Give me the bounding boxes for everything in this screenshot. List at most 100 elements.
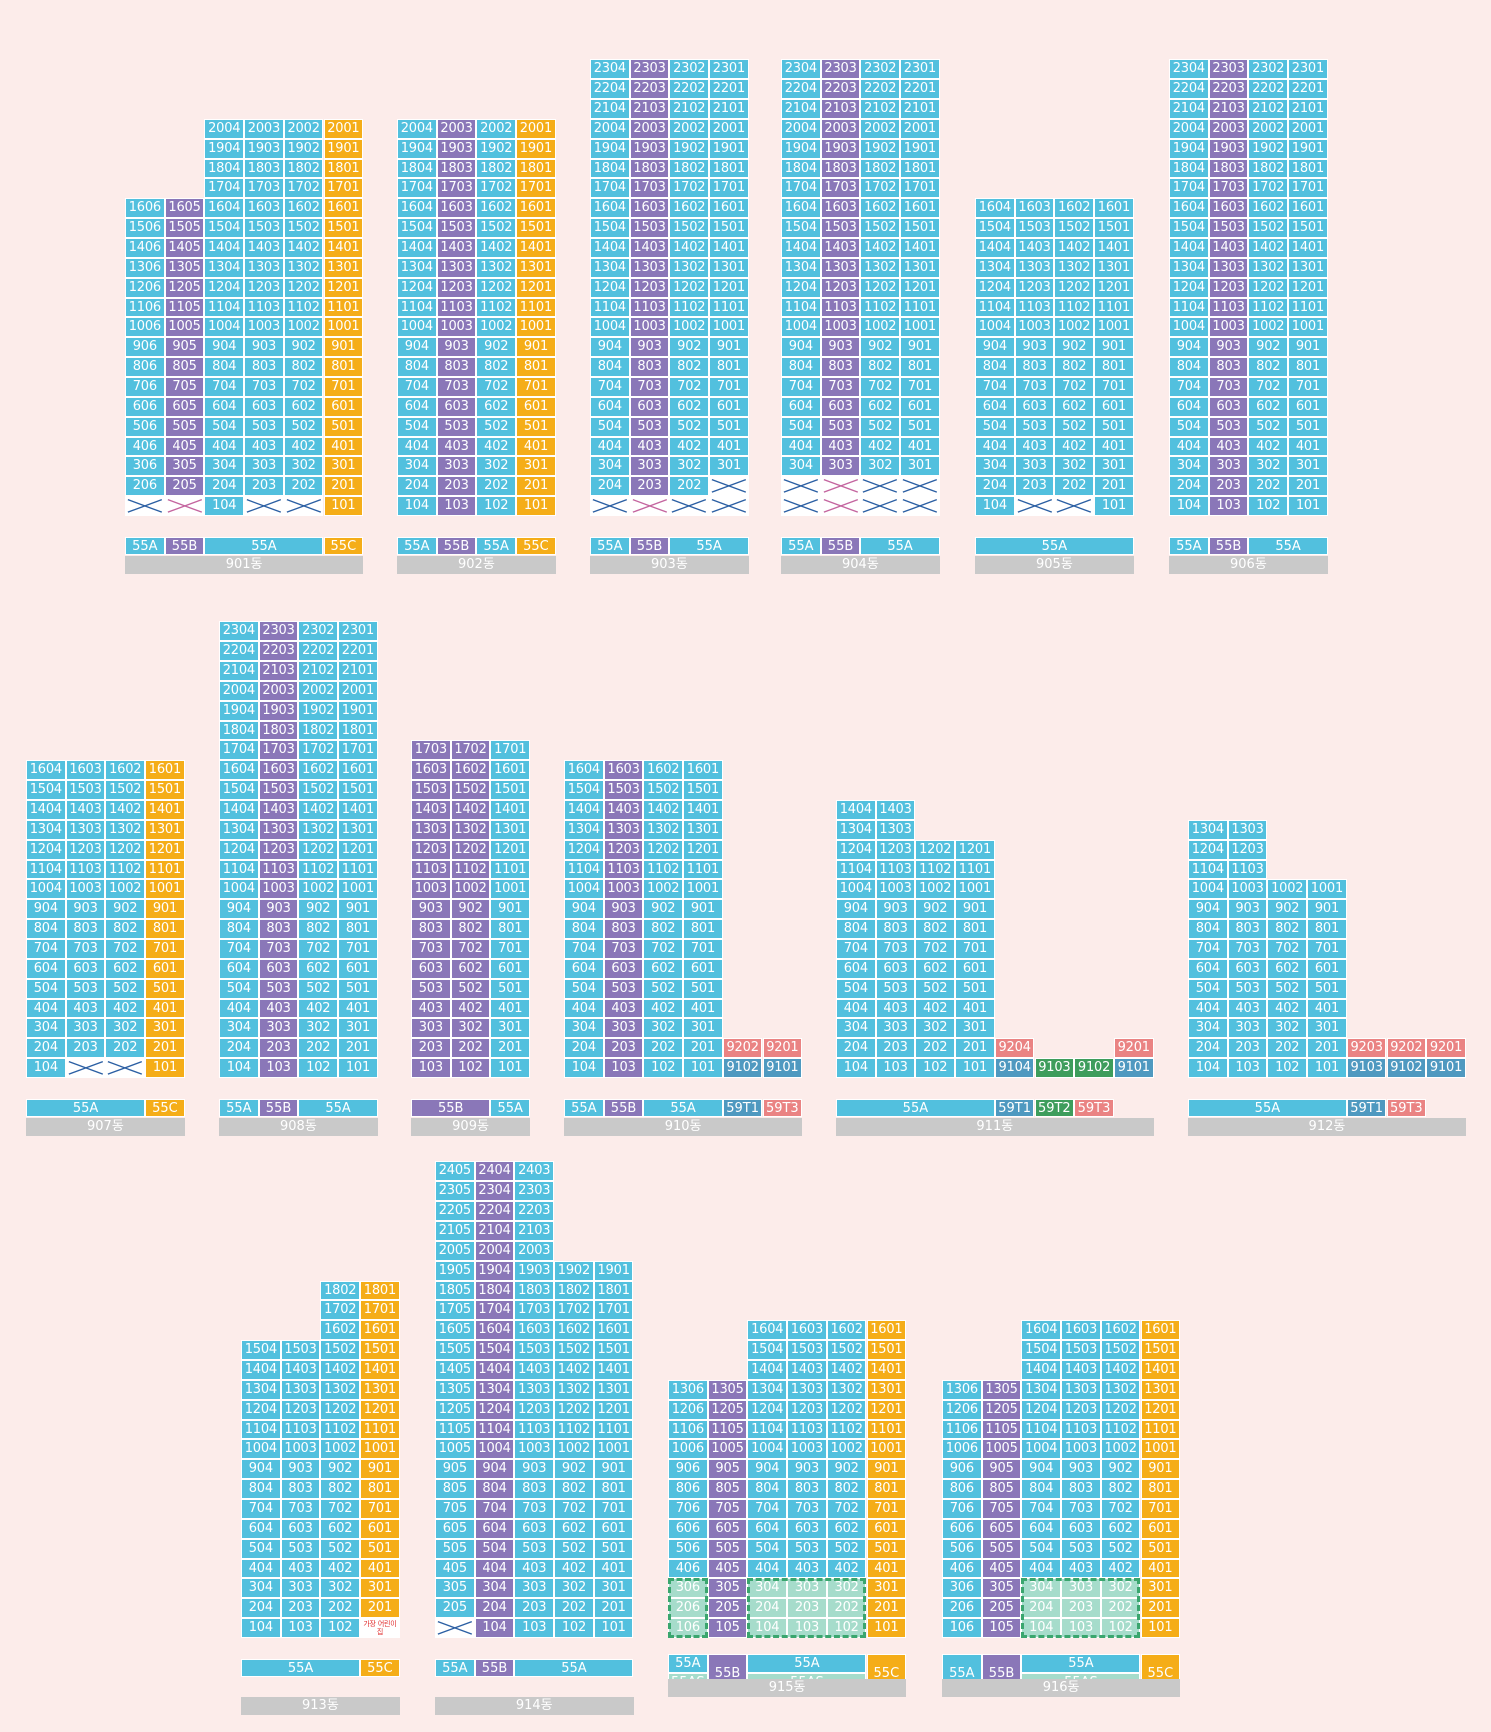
unit-1403[interactable]: 1403 xyxy=(411,799,451,820)
unit-1301[interactable]: 1301 xyxy=(323,257,364,278)
unit-705[interactable]: 705 xyxy=(164,376,205,397)
unit-403[interactable]: 403 xyxy=(436,436,477,457)
unit-1804[interactable]: 1804 xyxy=(204,158,245,179)
unit-301[interactable]: 301 xyxy=(490,1018,531,1039)
unit-2102[interactable]: 2102 xyxy=(298,660,339,681)
unit-1202[interactable]: 1202 xyxy=(450,839,491,860)
unit-905[interactable]: 905 xyxy=(435,1459,475,1480)
unit-1502[interactable]: 1502 xyxy=(105,780,146,800)
unit-404[interactable]: 404 xyxy=(397,436,437,457)
unit-1702[interactable]: 1702 xyxy=(1248,178,1289,199)
unit-303[interactable]: 303 xyxy=(411,1018,451,1039)
unit-803[interactable]: 803 xyxy=(244,357,284,377)
unit-103[interactable]: 103 xyxy=(1061,1618,1101,1638)
unit-804[interactable]: 804 xyxy=(204,357,245,377)
unit-304[interactable]: 304 xyxy=(781,456,821,477)
unit-1603[interactable]: 1603 xyxy=(258,760,299,781)
unit-1203[interactable]: 1203 xyxy=(258,839,299,860)
unit-301[interactable]: 301 xyxy=(1288,456,1328,477)
unit-103[interactable]: 103 xyxy=(436,496,477,516)
unit-1103[interactable]: 1103 xyxy=(629,297,670,318)
unit-2202[interactable]: 2202 xyxy=(860,79,901,99)
unit-1002[interactable]: 1002 xyxy=(1054,317,1095,338)
unit-602[interactable]: 602 xyxy=(1248,396,1289,417)
unit-504[interactable]: 504 xyxy=(564,978,604,999)
unit-602[interactable]: 602 xyxy=(860,396,901,417)
unit-1603[interactable]: 1603 xyxy=(436,198,477,219)
unit-203[interactable]: 203 xyxy=(280,1598,321,1619)
unit-202[interactable]: 202 xyxy=(476,476,517,497)
unit-1003[interactable]: 1003 xyxy=(1227,879,1268,900)
unit-2304[interactable]: 2304 xyxy=(1169,59,1209,80)
unit-1601[interactable]: 1601 xyxy=(1288,198,1328,219)
unit-1102[interactable]: 1102 xyxy=(476,297,517,318)
unit-303[interactable]: 303 xyxy=(436,456,477,477)
unit-1703[interactable]: 1703 xyxy=(244,178,284,199)
unit-204[interactable]: 204 xyxy=(397,476,437,497)
unit-606[interactable]: 606 xyxy=(125,396,165,417)
unit-601[interactable]: 601 xyxy=(360,1518,400,1539)
unit-2104[interactable]: 2104 xyxy=(781,98,821,119)
unit-1206[interactable]: 1206 xyxy=(942,1399,982,1420)
unit-704[interactable]: 704 xyxy=(590,376,630,397)
unit-505[interactable]: 505 xyxy=(981,1538,1022,1559)
unit-902[interactable]: 902 xyxy=(826,1459,867,1480)
unit-1001[interactable]: 1001 xyxy=(709,317,749,338)
unit-1704[interactable]: 1704 xyxy=(590,178,630,199)
unit-1002[interactable]: 1002 xyxy=(476,317,517,338)
unit-303[interactable]: 303 xyxy=(787,1578,827,1599)
unit-504[interactable]: 504 xyxy=(397,416,437,437)
unit-1202[interactable]: 1202 xyxy=(643,839,684,860)
unit-1503[interactable]: 1503 xyxy=(787,1340,827,1360)
unit-902[interactable]: 902 xyxy=(283,337,324,358)
unit-1501[interactable]: 1501 xyxy=(490,780,531,800)
unit-206[interactable]: 206 xyxy=(668,1598,708,1619)
unit-701[interactable]: 701 xyxy=(145,938,185,959)
unit-1601[interactable]: 1601 xyxy=(593,1320,634,1341)
unit-406[interactable]: 406 xyxy=(668,1558,708,1579)
unit-2303[interactable]: 2303 xyxy=(629,59,670,80)
unit-1304[interactable]: 1304 xyxy=(1169,257,1209,278)
unit-1401[interactable]: 1401 xyxy=(866,1359,907,1380)
unit-1402[interactable]: 1402 xyxy=(105,799,146,820)
unit-703[interactable]: 703 xyxy=(436,376,477,397)
unit-904[interactable]: 904 xyxy=(975,337,1015,358)
unit-805[interactable]: 805 xyxy=(435,1479,475,1499)
unit-302[interactable]: 302 xyxy=(320,1578,361,1599)
unit-603[interactable]: 603 xyxy=(411,958,451,979)
unit-1105[interactable]: 1105 xyxy=(435,1419,475,1440)
unit-1302[interactable]: 1302 xyxy=(298,819,339,840)
unit-105[interactable]: 105 xyxy=(707,1618,748,1638)
unit-402[interactable]: 402 xyxy=(105,998,146,1019)
unit-903[interactable]: 903 xyxy=(1208,337,1249,358)
unit-101[interactable]: 101 xyxy=(1094,496,1134,516)
unit-1201[interactable]: 1201 xyxy=(490,839,531,860)
unit-901[interactable]: 901 xyxy=(683,899,723,920)
unit-802[interactable]: 802 xyxy=(105,919,146,939)
unit-1501[interactable]: 1501 xyxy=(338,780,378,800)
unit-1901[interactable]: 1901 xyxy=(900,138,940,159)
unit-303[interactable]: 303 xyxy=(603,1018,644,1039)
unit-2202[interactable]: 2202 xyxy=(298,641,339,661)
unit-301[interactable]: 301 xyxy=(1140,1578,1181,1599)
unit-204[interactable]: 204 xyxy=(1188,1038,1228,1059)
unit-405[interactable]: 405 xyxy=(164,436,205,457)
unit-301[interactable]: 301 xyxy=(709,456,749,477)
unit-1203[interactable]: 1203 xyxy=(603,839,644,860)
unit-1204[interactable]: 1204 xyxy=(564,839,604,860)
unit-1404[interactable]: 1404 xyxy=(204,237,245,258)
unit-506[interactable]: 506 xyxy=(668,1538,708,1559)
unit-1103[interactable]: 1103 xyxy=(875,859,916,880)
unit-1204[interactable]: 1204 xyxy=(836,839,876,860)
unit-1201[interactable]: 1201 xyxy=(866,1399,907,1420)
unit-1502[interactable]: 1502 xyxy=(860,218,901,238)
unit-1603[interactable]: 1603 xyxy=(514,1320,555,1341)
unit-1801[interactable]: 1801 xyxy=(360,1280,400,1301)
unit-1102[interactable]: 1102 xyxy=(554,1419,594,1440)
unit-704[interactable]: 704 xyxy=(1169,376,1209,397)
unit-704[interactable]: 704 xyxy=(204,376,245,397)
unit-604[interactable]: 604 xyxy=(26,958,66,979)
unit-303[interactable]: 303 xyxy=(1208,456,1249,477)
unit-1302[interactable]: 1302 xyxy=(643,819,684,840)
unit-1203[interactable]: 1203 xyxy=(787,1399,827,1420)
